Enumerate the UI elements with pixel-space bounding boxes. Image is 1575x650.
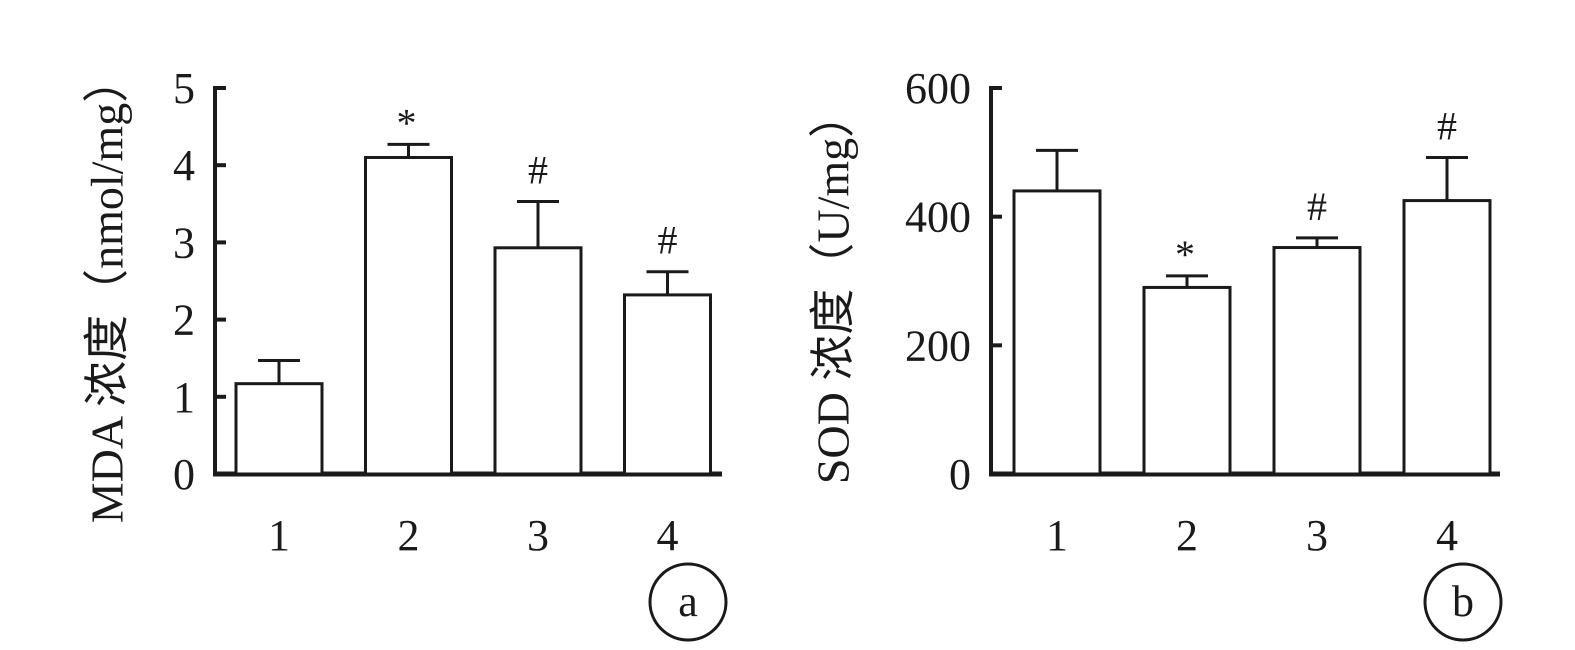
x-tick-label: 3 (527, 511, 549, 560)
panel-label: a (678, 577, 698, 626)
chart-panel-b: 0 200 400 600 1 * 2 #3 #4 SOD 浓度（U/mg） b (808, 64, 1503, 642)
bar (493, 246, 583, 476)
x-tick-label: 1 (268, 511, 290, 560)
y-tick-label: 0 (173, 450, 195, 499)
x-tick-label: 4 (1436, 511, 1458, 560)
bar (1272, 246, 1362, 476)
y-tick-label: 4 (173, 141, 195, 190)
x-tick-label: 1 (1046, 511, 1068, 560)
significance-marker: # (1437, 103, 1457, 148)
y-axis-title: SOD 浓度（U/mg） (808, 92, 859, 484)
bar (1142, 285, 1232, 476)
panel-label: b (1452, 577, 1474, 626)
y-tick-label: 1 (173, 373, 195, 422)
y-tick-label: 400 (905, 193, 971, 242)
bar (234, 382, 324, 476)
y-tick-label: 5 (173, 64, 195, 113)
bar (1012, 189, 1102, 476)
y-tick-label: 2 (173, 296, 195, 345)
y-axis-title: MDA 浓度（nmol/mg） (82, 57, 133, 523)
bar (623, 293, 712, 476)
significance-marker: # (528, 147, 548, 192)
panel-label-circle (648, 562, 728, 642)
significance-marker: * (1175, 232, 1195, 277)
x-tick-label: 4 (657, 511, 679, 560)
bar (1402, 199, 1492, 476)
panel-label-circle (1423, 562, 1503, 642)
y-tick-label: 200 (905, 321, 971, 370)
y-tick-label: 0 (949, 450, 971, 499)
x-tick-label: 3 (1306, 511, 1328, 560)
significance-marker: # (1307, 184, 1327, 229)
y-tick-label: 3 (173, 218, 195, 267)
x-tick-label: 2 (1176, 511, 1198, 560)
significance-marker: # (658, 218, 678, 263)
x-tick-label: 2 (398, 511, 420, 560)
chart-panel-a: 0 1 2 3 4 5 1 * 2 #3 #4 MDA 浓度（nmol/mg） a (82, 57, 728, 642)
y-tick-label: 600 (905, 64, 971, 113)
bar (364, 155, 453, 476)
significance-marker: * (397, 100, 417, 145)
